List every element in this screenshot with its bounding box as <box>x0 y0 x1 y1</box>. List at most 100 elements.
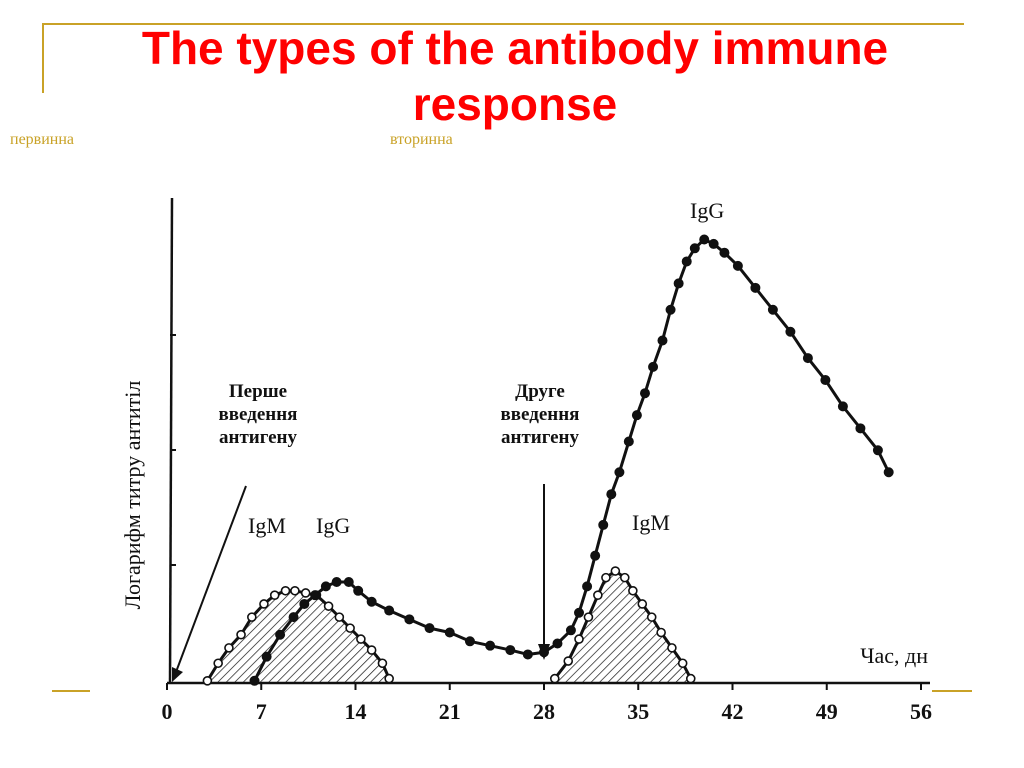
series-1-point-4 <box>299 598 310 609</box>
series-1-point-49 <box>883 467 894 478</box>
label-igg-primary: IgG <box>316 513 350 538</box>
series-2-point-8 <box>628 585 638 596</box>
series-0-point-16 <box>377 658 388 669</box>
series-1-point-44 <box>802 353 813 364</box>
label-igm-secondary: IgM <box>632 510 670 535</box>
series-1-point-18 <box>522 649 533 660</box>
series-1-point-39 <box>719 247 730 258</box>
series-1-point-32 <box>657 335 668 346</box>
series-0-point-9 <box>300 588 311 598</box>
series-1-point-36 <box>689 243 700 254</box>
series-1-point-48 <box>872 445 883 456</box>
label-igm-primary: IgM <box>248 513 286 538</box>
x-tick-label-0: 0 <box>162 699 173 724</box>
series-2-point-2 <box>574 634 584 644</box>
series-1-point-1 <box>261 651 272 662</box>
series-1-point-31 <box>648 361 659 372</box>
series-1-point-43 <box>785 326 796 337</box>
series-1-point-37 <box>699 234 710 245</box>
series-1-point-34 <box>673 278 684 289</box>
series-1-point-35 <box>681 256 692 267</box>
series-1-point-42 <box>767 304 778 315</box>
series-1-point-9 <box>353 585 364 596</box>
series-1-point-23 <box>582 581 593 592</box>
series-1-point-22 <box>574 607 585 618</box>
series-1-point-14 <box>444 627 455 638</box>
secondary-response-tag: вторинна <box>390 131 453 148</box>
series-0-point-11 <box>323 601 334 611</box>
series-1-point-3 <box>288 612 299 623</box>
series-2-point-0 <box>549 673 560 684</box>
series-2-point-12 <box>667 643 677 653</box>
series-1-point-2 <box>275 629 286 640</box>
series-2-point-11 <box>656 627 666 638</box>
series-2-point-14 <box>685 673 696 684</box>
series-0-point-7 <box>280 585 291 596</box>
series-2-point-6 <box>610 566 621 576</box>
slide-frame-bottom-right-line <box>932 690 972 692</box>
series-1-point-45 <box>820 375 831 386</box>
x-tick-label-14: 14 <box>345 699 367 724</box>
y-axis-title: Логарифм титру антитіл <box>120 381 145 610</box>
series-0-point-1 <box>213 658 223 669</box>
second-injection-arrowhead <box>538 644 550 660</box>
series-0-point-15 <box>366 645 377 655</box>
series-2-hatched-area <box>554 571 691 683</box>
slide-frame-top-line <box>42 23 964 25</box>
injection-annotation-0-line-1: введення <box>219 404 298 425</box>
series-1-point-25 <box>598 519 609 530</box>
injection-annotation-1-line-1: введення <box>501 404 580 425</box>
series-1-point-27 <box>614 467 625 478</box>
series-2-point-13 <box>677 658 688 669</box>
series-1-point-21 <box>565 625 576 636</box>
series-1-point-41 <box>750 282 761 293</box>
x-tick-label-28: 28 <box>533 699 555 724</box>
first-injection-arrow-shaft <box>175 485 247 673</box>
x-tick-label-35: 35 <box>627 699 649 724</box>
series-0-point-17 <box>384 673 394 684</box>
series-1-point-28 <box>623 436 634 447</box>
series-1-point-10 <box>366 596 377 607</box>
series-0-point-13 <box>345 623 355 633</box>
series-1-point-30 <box>639 388 650 399</box>
x-tick-label-56: 56 <box>910 699 932 724</box>
series-2-point-4 <box>593 590 603 600</box>
series-1-point-15 <box>464 636 475 647</box>
series-0-point-6 <box>269 590 280 600</box>
y-axis-line <box>168 197 174 684</box>
slide-frame-bottom-left-line <box>52 690 90 692</box>
series-0-point-4 <box>247 612 257 622</box>
series-1-point-40 <box>732 260 743 271</box>
series-2-point-10 <box>646 612 657 622</box>
series-0-point-0 <box>202 676 213 686</box>
series-1-point-29 <box>631 410 642 421</box>
primary-response-tag: первинна <box>10 131 75 148</box>
series-0-point-14 <box>356 634 366 644</box>
series-0-hatched-area <box>207 590 390 683</box>
x-tick-label-21: 21 <box>439 699 461 724</box>
series-1-point-8 <box>343 577 354 588</box>
series-0-point-3 <box>236 629 246 640</box>
series-1-point-7 <box>331 577 342 588</box>
slide-frame-left-line <box>42 23 44 93</box>
series-0-point-2 <box>224 643 234 653</box>
series-1-point-11 <box>384 605 395 616</box>
series-1-point-16 <box>485 640 496 651</box>
injection-annotation-1-line-2: антигену <box>501 427 579 448</box>
injection-annotation-0-line-2: антигену <box>219 427 297 448</box>
series-2-point-5 <box>601 572 611 583</box>
series-1-point-5 <box>310 590 321 601</box>
x-tick-label-49: 49 <box>816 699 838 724</box>
first-injection-arrowhead <box>172 667 183 682</box>
series-1-point-26 <box>606 489 617 500</box>
slide-title: The types of the antibody immune respons… <box>141 22 889 130</box>
series-1-point-24 <box>590 550 601 561</box>
x-axis-title: Час, дн <box>860 643 928 668</box>
series-2-point-7 <box>619 572 630 583</box>
series-1-point-20 <box>552 638 563 649</box>
series-2-point-9 <box>637 599 648 609</box>
series-1-point-38 <box>708 238 719 249</box>
series-1-line <box>253 238 891 682</box>
series-1-point-17 <box>505 645 516 656</box>
